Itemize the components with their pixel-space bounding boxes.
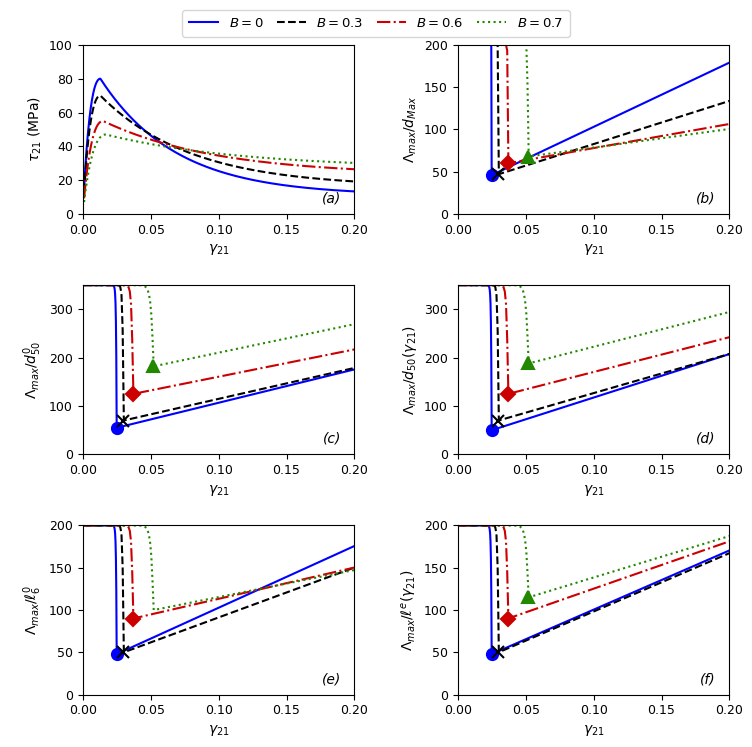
- Text: (d): (d): [696, 432, 716, 446]
- Y-axis label: $\Lambda_{max}/d_{Max}$: $\Lambda_{max}/d_{Max}$: [401, 96, 419, 163]
- Text: (b): (b): [696, 191, 716, 205]
- Y-axis label: $\Lambda_{max}/d_{50}(\gamma_{21})$: $\Lambda_{max}/d_{50}(\gamma_{21})$: [401, 325, 419, 415]
- Y-axis label: $\tau_{21}$ (MPa): $\tau_{21}$ (MPa): [26, 96, 44, 162]
- X-axis label: $\gamma_{21}$: $\gamma_{21}$: [208, 723, 229, 738]
- X-axis label: $\gamma_{21}$: $\gamma_{21}$: [208, 242, 229, 257]
- Y-axis label: $\Lambda_{max}/d^0_{50}$: $\Lambda_{max}/d^0_{50}$: [21, 341, 44, 399]
- X-axis label: $\gamma_{21}$: $\gamma_{21}$: [583, 723, 605, 738]
- Y-axis label: $\Lambda_{max}/\ell^0_6$: $\Lambda_{max}/\ell^0_6$: [21, 585, 44, 635]
- Text: (c): (c): [323, 432, 341, 446]
- X-axis label: $\gamma_{21}$: $\gamma_{21}$: [583, 483, 605, 498]
- X-axis label: $\gamma_{21}$: $\gamma_{21}$: [208, 483, 229, 498]
- Y-axis label: $\Lambda_{max}/\ell^e(\gamma_{21})$: $\Lambda_{max}/\ell^e(\gamma_{21})$: [399, 569, 419, 651]
- Text: (e): (e): [322, 672, 341, 686]
- X-axis label: $\gamma_{21}$: $\gamma_{21}$: [583, 242, 605, 257]
- Text: (f): (f): [700, 672, 716, 686]
- Legend: $B = 0$, $B = 0.3$, $B = 0.6$, $B = 0.7$: $B = 0$, $B = 0.3$, $B = 0.6$, $B = 0.7$: [183, 10, 569, 37]
- Text: (a): (a): [322, 191, 341, 205]
